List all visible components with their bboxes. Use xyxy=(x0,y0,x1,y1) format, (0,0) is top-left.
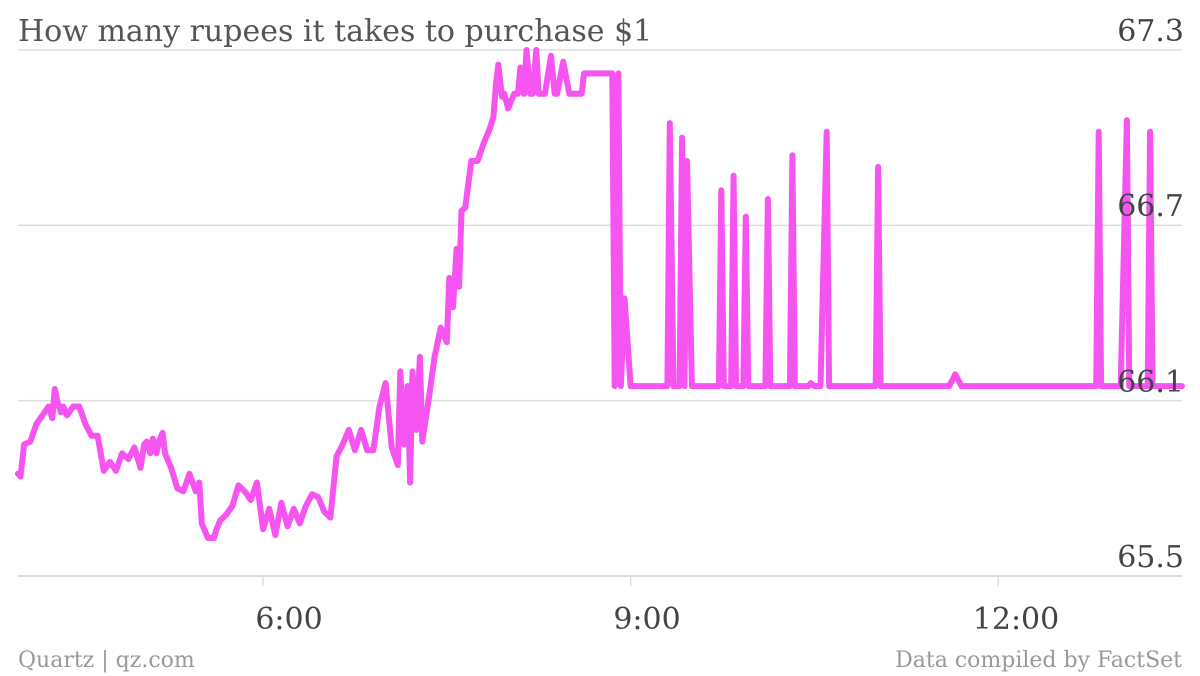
x-tick-label: 6:00 xyxy=(255,602,323,637)
x-tick-label: 9:00 xyxy=(613,602,681,637)
x-tick-label: 12:00 xyxy=(972,602,1060,637)
data-credit: Data compiled by FactSet xyxy=(895,648,1182,673)
y-tick-label: 66.7 xyxy=(1117,189,1184,224)
series-line-rupees-per-dollar xyxy=(15,47,1185,541)
y-tick-label: 67.3 xyxy=(1117,14,1184,49)
gridlines xyxy=(18,49,1182,577)
source-credit: Quartz | qz.com xyxy=(18,648,195,673)
y-tick-label: 65.5 xyxy=(1117,540,1184,575)
y-tick-label: 66.1 xyxy=(1117,365,1184,400)
chart-title: How many rupees it takes to purchase $1 xyxy=(18,14,653,49)
x-tick-marks xyxy=(262,576,999,586)
